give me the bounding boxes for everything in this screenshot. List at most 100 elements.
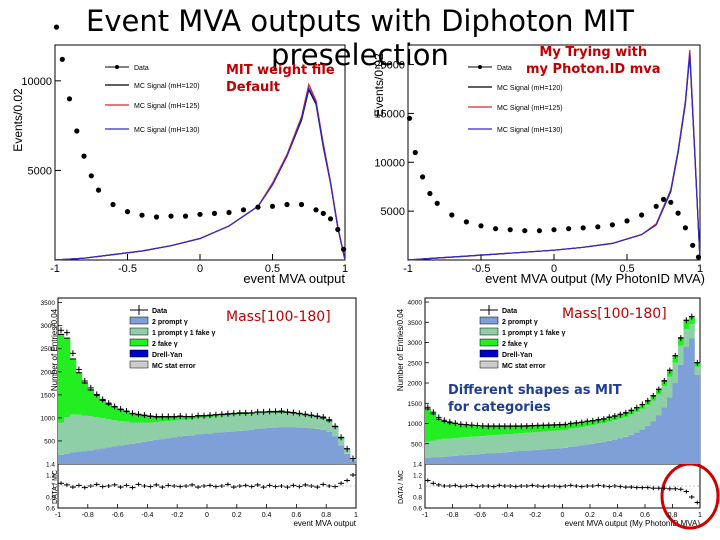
bar-prompt1fake1 <box>105 419 112 448</box>
x-tick-label: 0.4 <box>262 512 272 519</box>
bar-prompt2 <box>540 449 547 464</box>
bar-fake2 <box>458 424 464 438</box>
y-axis-label: Number of Entries/0.04 <box>396 308 405 391</box>
data-point <box>298 201 305 208</box>
data-point <box>255 204 261 210</box>
bar-fake2 <box>513 426 519 434</box>
bar-prompt2 <box>58 454 65 464</box>
bar-prompt2 <box>601 442 607 464</box>
bar-prompt1fake1 <box>573 428 580 447</box>
data-point <box>341 246 347 252</box>
bar-fake2 <box>518 426 525 434</box>
legend-swatch-mcerr <box>129 360 149 369</box>
bar-prompt1fake1 <box>69 414 77 453</box>
bar-fake2 <box>507 426 514 434</box>
bar-prompt2 <box>634 432 640 464</box>
data-point <box>653 203 659 209</box>
bar-fake2 <box>81 383 89 416</box>
data-point <box>327 216 334 222</box>
data-point <box>434 200 440 206</box>
bar-prompt1fake1 <box>213 416 220 433</box>
legend-label: Drell-Yan <box>502 352 532 359</box>
bar-prompt2 <box>320 429 327 464</box>
bar-prompt2 <box>667 397 673 464</box>
x-tick-label: -0.4 <box>501 512 513 519</box>
bar-prompt1fake1 <box>272 412 279 428</box>
bar-fake2 <box>535 425 541 432</box>
bar-prompt1fake1 <box>302 415 309 428</box>
bar-prompt2 <box>218 432 226 464</box>
bar-prompt1fake1 <box>430 440 437 458</box>
bar-prompt1fake1 <box>332 427 339 437</box>
ratio-y-tick-label: 0.6 <box>413 506 422 513</box>
bar-prompt2 <box>694 374 701 464</box>
bar-prompt2 <box>224 431 232 464</box>
annotation-mass-right: Mass[100-180] <box>562 306 667 322</box>
bar-fake2 <box>485 426 492 436</box>
bar-prompt1fake1 <box>284 413 291 428</box>
x-tick-label: 0 <box>197 263 203 275</box>
bar-prompt1fake1 <box>562 430 569 448</box>
bar-prompt2 <box>344 453 351 464</box>
bar-fake2 <box>683 320 690 330</box>
bar-prompt1fake1 <box>290 413 297 428</box>
bar-prompt1fake1 <box>320 418 327 430</box>
data-point <box>675 210 681 216</box>
legend-label: MC Signal (mH=130) <box>134 127 200 134</box>
bar-fake2 <box>452 423 459 439</box>
y-tick-label: 2000 <box>408 381 423 388</box>
data-point <box>197 211 203 217</box>
bar-prompt2 <box>147 440 154 464</box>
bar-prompt1fake1 <box>75 414 83 452</box>
ratio-y-tick-label: 0.6 <box>46 506 55 513</box>
annotation-line: Default <box>226 80 280 95</box>
bar-fake2 <box>496 426 503 435</box>
bar-prompt2 <box>480 453 486 464</box>
bar-prompt2 <box>171 437 178 464</box>
bar-prompt1fake1 <box>502 434 508 453</box>
data-point <box>240 207 247 213</box>
bar-prompt2 <box>496 452 503 464</box>
bar-prompt1fake1 <box>579 427 585 446</box>
ratio-y-axis-label: DATA / MC <box>52 470 59 504</box>
annotation-mit-weight: MIT weight file Default <box>226 62 335 96</box>
bar-prompt2 <box>326 431 333 464</box>
bar-prompt2 <box>177 436 184 464</box>
data-point <box>427 190 433 197</box>
bar-prompt1fake1 <box>177 419 184 437</box>
ratio-y-tick-label: 1.2 <box>413 473 422 480</box>
annotation-line: for categories <box>448 400 551 415</box>
bar-prompt2 <box>213 432 220 464</box>
x-tick-label: -0.4 <box>141 512 153 519</box>
bar-prompt2 <box>254 429 261 464</box>
bar-prompt2 <box>64 453 71 464</box>
bar-prompt2 <box>628 434 635 464</box>
data-point <box>507 227 513 233</box>
bar-prompt2 <box>314 429 321 464</box>
bar-prompt1fake1 <box>689 324 695 339</box>
bar-prompt1fake1 <box>612 420 618 440</box>
legend-label: Data <box>502 308 517 315</box>
bar-prompt2 <box>584 444 591 464</box>
y-tick-label: 2500 <box>408 360 423 367</box>
bar-prompt2 <box>207 433 214 464</box>
x-tick-label: 0.8 <box>321 512 331 519</box>
legend-label: Data <box>497 65 512 72</box>
bar-prompt2 <box>436 457 442 464</box>
bar-prompt1fake1 <box>513 433 519 452</box>
bar-prompt1fake1 <box>678 345 684 365</box>
bar-prompt2 <box>474 454 481 464</box>
x-tick-label: 0.5 <box>619 263 634 275</box>
y-tick-label: 2500 <box>41 346 56 353</box>
bar-prompt2 <box>123 444 130 464</box>
bar-prompt1fake1 <box>650 400 657 422</box>
bar-prompt1fake1 <box>518 433 525 451</box>
bar-prompt1fake1 <box>463 437 470 456</box>
data-point <box>168 213 174 219</box>
data-point <box>182 213 189 219</box>
bar-prompt2 <box>546 449 552 464</box>
bar-fake2 <box>469 425 475 437</box>
bar-prompt1fake1 <box>278 412 285 428</box>
bar-fake2 <box>667 370 673 377</box>
bar-prompt2 <box>111 446 118 464</box>
